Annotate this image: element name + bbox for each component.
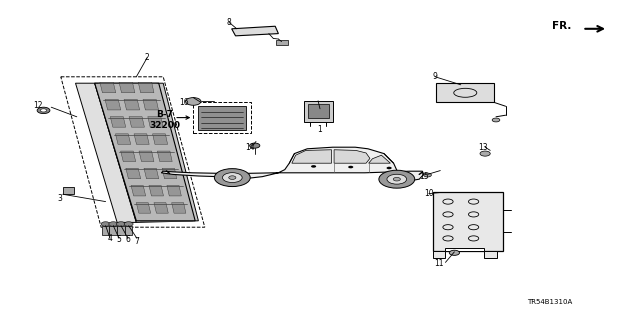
Circle shape [449,250,460,255]
Polygon shape [115,134,131,144]
Circle shape [424,173,431,177]
Bar [433,192,503,251]
Polygon shape [152,134,168,144]
Circle shape [40,109,47,112]
Text: 3: 3 [57,194,62,203]
Text: FR.: FR. [552,20,571,31]
Text: 6: 6 [125,236,131,244]
Polygon shape [154,203,168,213]
Bar [308,104,329,118]
Circle shape [387,174,406,184]
Polygon shape [124,100,140,110]
Text: 10: 10 [424,189,434,198]
Polygon shape [162,168,177,179]
Circle shape [223,173,242,182]
Polygon shape [136,203,150,213]
Bar [304,101,333,122]
Polygon shape [157,151,172,162]
Circle shape [116,222,125,226]
Circle shape [250,143,260,148]
Polygon shape [198,106,246,130]
Circle shape [480,151,490,156]
Circle shape [379,170,415,188]
Circle shape [124,222,133,226]
Circle shape [101,222,110,226]
Text: TR54B1310A: TR54B1310A [527,300,573,305]
Bar [63,187,74,194]
Circle shape [186,98,201,105]
Text: 4: 4 [108,234,113,243]
Polygon shape [120,151,136,162]
Text: 1: 1 [317,125,323,134]
Text: 14: 14 [244,143,255,152]
Bar [276,40,288,45]
Text: 15: 15 [419,172,429,181]
Bar [193,102,251,133]
Polygon shape [105,100,121,110]
Polygon shape [129,117,145,127]
Bar [436,83,494,102]
Polygon shape [100,82,116,93]
Polygon shape [110,117,125,127]
Text: 2: 2 [145,53,150,62]
Text: 11: 11 [435,260,444,268]
Polygon shape [369,155,390,163]
Text: 5: 5 [116,236,122,244]
Text: 16: 16 [179,98,189,107]
Circle shape [228,176,236,180]
Polygon shape [131,186,146,196]
Polygon shape [232,26,278,36]
Polygon shape [119,82,135,93]
Polygon shape [95,83,198,222]
Circle shape [109,222,118,226]
Bar [445,248,484,251]
Polygon shape [109,226,117,235]
Polygon shape [102,226,109,235]
Circle shape [492,118,500,122]
Polygon shape [138,82,154,93]
Polygon shape [167,186,181,196]
Polygon shape [125,226,132,235]
Circle shape [348,166,353,168]
Circle shape [311,165,316,168]
Text: 13: 13 [478,143,488,152]
Bar [433,251,445,258]
Polygon shape [117,226,125,235]
Text: 7: 7 [134,237,140,246]
Polygon shape [161,147,424,181]
Polygon shape [143,100,159,110]
Text: 8: 8 [227,18,232,27]
Bar [484,251,497,258]
Polygon shape [149,186,163,196]
Polygon shape [334,150,370,163]
Text: B-7
32200: B-7 32200 [150,109,180,131]
Circle shape [393,177,401,181]
Text: 12: 12 [34,101,43,110]
Circle shape [214,169,250,187]
Circle shape [387,167,392,169]
Polygon shape [172,203,186,213]
Polygon shape [292,150,332,163]
Polygon shape [134,134,149,144]
Polygon shape [148,117,163,127]
Text: 9: 9 [433,72,438,81]
Polygon shape [126,168,141,179]
Polygon shape [139,151,154,162]
Polygon shape [95,83,195,221]
Circle shape [37,107,50,114]
Polygon shape [144,168,159,179]
Polygon shape [76,83,136,222]
